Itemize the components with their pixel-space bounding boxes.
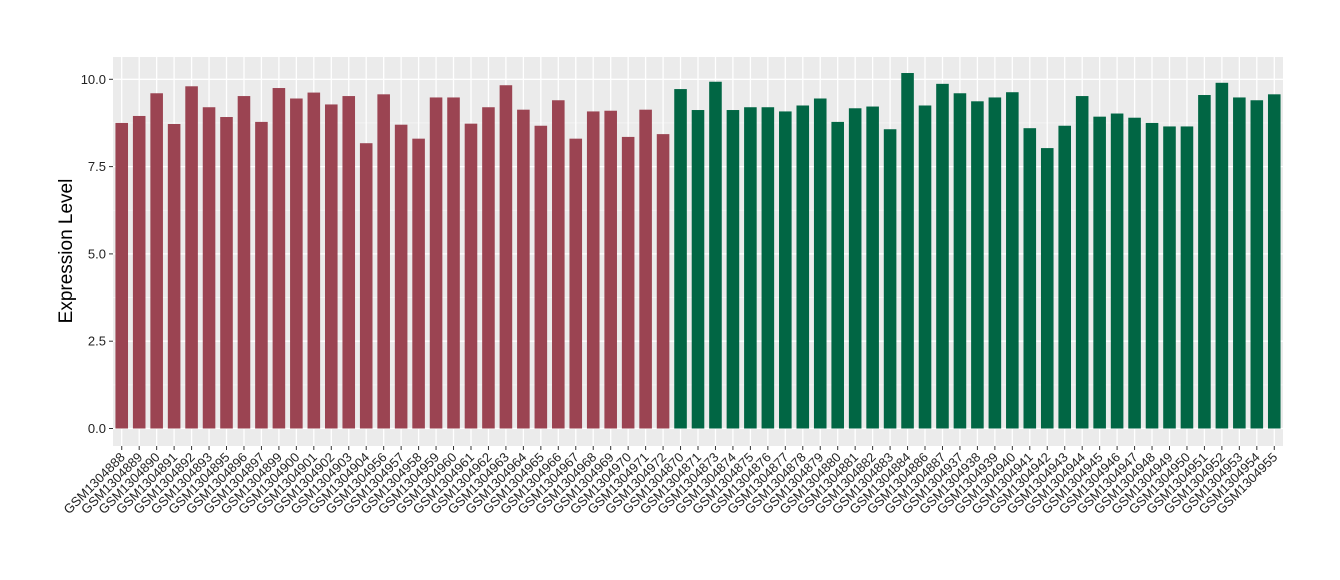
bar: [290, 98, 303, 429]
bar: [848, 108, 862, 429]
bar: [272, 88, 286, 429]
y-tick-label: 0.0: [88, 421, 106, 436]
bar: [1180, 126, 1194, 429]
y-tick-label: 5.0: [88, 246, 106, 261]
bar: [621, 136, 635, 429]
y-tick-label: 10.0: [81, 72, 106, 87]
bar: [394, 124, 408, 429]
y-tick-label: 2.5: [88, 334, 106, 349]
y-axis-title: Expression Level: [56, 179, 77, 324]
bar: [1093, 116, 1106, 429]
bars: [115, 73, 1281, 429]
bar: [1040, 148, 1054, 429]
bar: [237, 96, 251, 429]
bar: [359, 143, 373, 429]
bar: [744, 107, 757, 429]
x-axis: GSM1304888GSM1304889GSM1304890GSM1304891…: [61, 446, 1280, 517]
bar: [429, 97, 443, 429]
bar: [1058, 125, 1072, 429]
bar: [185, 86, 198, 429]
bar: [202, 107, 216, 429]
bar: [307, 92, 321, 429]
bar: [971, 101, 984, 429]
bar: [1006, 92, 1019, 429]
bar: [115, 122, 129, 429]
bar: [656, 134, 670, 429]
bar: [167, 123, 181, 429]
bar: [499, 85, 513, 429]
bar: [674, 89, 687, 429]
bar: [342, 96, 356, 429]
bar: [552, 100, 565, 429]
bar: [464, 123, 478, 429]
bar: [726, 110, 740, 429]
bar: [691, 110, 705, 429]
bar: [1198, 95, 1211, 429]
bar: [883, 129, 897, 429]
bar: [1215, 82, 1229, 429]
y-tick-label: 7.5: [88, 159, 106, 174]
bar: [132, 115, 146, 429]
bar: [255, 121, 268, 429]
bar: [901, 73, 914, 429]
bar: [412, 138, 425, 429]
bar: [813, 98, 827, 429]
bar: [918, 105, 932, 429]
bar: [1075, 96, 1089, 429]
bar: [1023, 128, 1037, 429]
bar: [1163, 126, 1176, 429]
bar: [639, 109, 652, 429]
y-axis: 0.0 2.5 5.0 7.5 10.0: [81, 72, 113, 436]
bar: [517, 109, 530, 429]
bar: [586, 111, 600, 429]
bar: [953, 93, 967, 429]
bar: [1145, 122, 1159, 429]
bar: [604, 110, 617, 429]
bar: [447, 97, 460, 429]
bar: [220, 117, 233, 429]
bar: [761, 107, 775, 429]
bar: [1233, 97, 1246, 429]
bar: [324, 104, 338, 429]
bar: [779, 111, 792, 429]
bar: [1250, 100, 1264, 429]
bar: [831, 121, 844, 429]
bar: [1267, 94, 1281, 429]
bar: [1128, 117, 1141, 429]
bar: [1110, 113, 1124, 429]
bar: [936, 83, 949, 429]
bar: [866, 106, 879, 429]
bar: [534, 125, 548, 429]
bar: [482, 107, 495, 429]
bar: [709, 81, 722, 429]
bar: [377, 94, 390, 429]
bar: [150, 93, 163, 429]
bar: [796, 105, 810, 429]
bar: [988, 97, 1002, 429]
bar: [569, 138, 583, 429]
